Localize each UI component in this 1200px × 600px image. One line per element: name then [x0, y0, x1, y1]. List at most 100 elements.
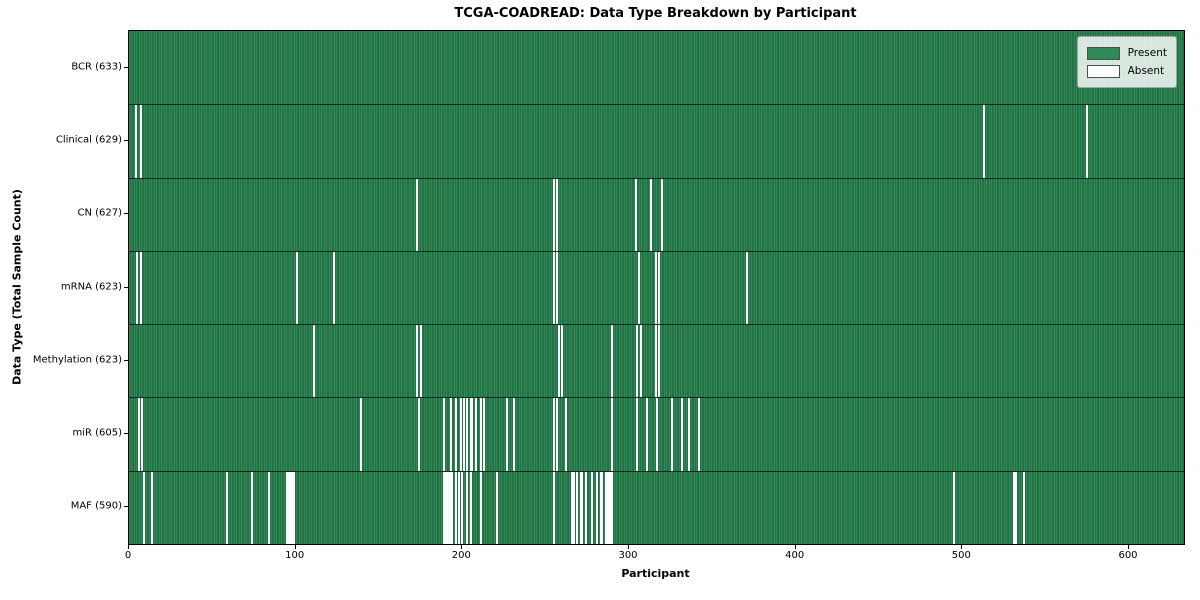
legend-entry-present: Present [1086, 45, 1167, 61]
row-maf [129, 470, 1184, 544]
absent-mark [983, 105, 985, 178]
absent-mark [601, 471, 604, 544]
absent-mark [454, 471, 457, 544]
absent-mark [143, 471, 145, 544]
absent-mark [596, 471, 599, 544]
legend-label-present: Present [1127, 47, 1167, 59]
absent-mark [656, 398, 659, 471]
absent-mark [576, 471, 579, 544]
xtick-label-100: 100 [285, 550, 305, 561]
absent-mark [359, 398, 362, 471]
ytick-mark [124, 286, 128, 288]
xtick-mark [794, 545, 796, 549]
absent-mark [556, 178, 559, 251]
absent-mark [581, 471, 584, 544]
absent-mark [579, 471, 582, 544]
absent-mark [138, 398, 140, 471]
ytick-label-maf: MAF (590) [70, 500, 122, 512]
absent-mark [654, 325, 657, 398]
absent-mark [474, 398, 477, 471]
xtick-mark [1128, 545, 1129, 549]
absent-mark [449, 471, 452, 544]
ytick-mark [124, 66, 128, 68]
ytick-label-mir: miR (605) [72, 427, 122, 439]
ytick-mark [124, 506, 128, 508]
absent-mark [636, 325, 639, 398]
xtick-mark [128, 545, 129, 549]
ytick-label-methylation: Methylation (623) [32, 354, 122, 366]
xtick-label-400: 400 [785, 550, 805, 561]
absent-mark [483, 398, 485, 471]
absent-mark [251, 471, 254, 544]
absent-mark [458, 471, 460, 544]
absent-mark [151, 471, 154, 544]
ytick-label-clinical: Clinical (629) [55, 134, 122, 146]
x-axis-label: Participant [621, 567, 690, 580]
ytick-mark [124, 433, 128, 435]
present-swatch [1086, 46, 1120, 60]
ytick-mark [124, 359, 128, 361]
absent-mark [418, 398, 420, 471]
xtick-mark [628, 545, 629, 549]
absent-mark [226, 471, 229, 544]
absent-mark [443, 398, 445, 471]
row-mir [129, 397, 1184, 471]
absent-mark [553, 178, 555, 251]
absent-mark [553, 398, 555, 471]
absent-mark [313, 325, 315, 398]
ytick-label-cn: CN (627) [77, 207, 122, 219]
ytick-mark [124, 139, 128, 141]
absent-mark [688, 398, 690, 471]
row-methylation [129, 324, 1184, 398]
absent-swatch [1086, 64, 1120, 78]
absent-mark [333, 251, 335, 325]
absent-mark [479, 471, 482, 544]
absent-mark [268, 471, 270, 544]
xtick-label-300: 300 [618, 550, 638, 561]
absent-mark [471, 398, 474, 471]
absent-mark [746, 251, 749, 325]
absent-mark [296, 251, 299, 325]
absent-mark [449, 398, 452, 471]
absent-mark [1023, 471, 1025, 544]
absent-mark [459, 398, 462, 471]
row-bcr [129, 31, 1184, 105]
absent-mark [443, 471, 445, 544]
row-mrna [129, 250, 1184, 325]
absent-mark [553, 251, 555, 325]
absent-mark [608, 471, 610, 544]
absent-mark [139, 105, 142, 178]
absent-mark [451, 471, 454, 544]
absent-mark [461, 471, 464, 544]
absent-mark [288, 471, 290, 544]
absent-mark [558, 325, 560, 398]
ytick-label-mrna: mRNA (623) [60, 281, 122, 292]
absent-mark [658, 325, 660, 398]
absent-mark [646, 398, 649, 471]
absent-mark [671, 398, 674, 471]
absent-mark [638, 251, 640, 325]
absent-mark [606, 471, 609, 544]
absent-mark [661, 178, 664, 251]
plot-area: Present Absent [128, 30, 1185, 545]
xtick-label-200: 200 [451, 550, 471, 561]
absent-mark [556, 251, 559, 325]
absent-mark [466, 398, 469, 471]
absent-mark [584, 471, 587, 544]
absent-mark [141, 398, 144, 471]
absent-mark [496, 471, 499, 544]
absent-mark [293, 471, 295, 544]
xtick-label-600: 600 [1118, 550, 1138, 561]
absent-mark [611, 325, 614, 398]
absent-mark [639, 325, 642, 398]
xtick-label-500: 500 [951, 550, 971, 561]
legend-entry-absent: Absent [1086, 63, 1167, 79]
absent-mark [419, 325, 422, 398]
absent-mark [416, 178, 419, 251]
absent-mark [634, 178, 637, 251]
absent-mark [599, 471, 602, 544]
absent-mark [573, 471, 575, 544]
xtick-mark [461, 545, 463, 549]
absent-mark [556, 398, 559, 471]
